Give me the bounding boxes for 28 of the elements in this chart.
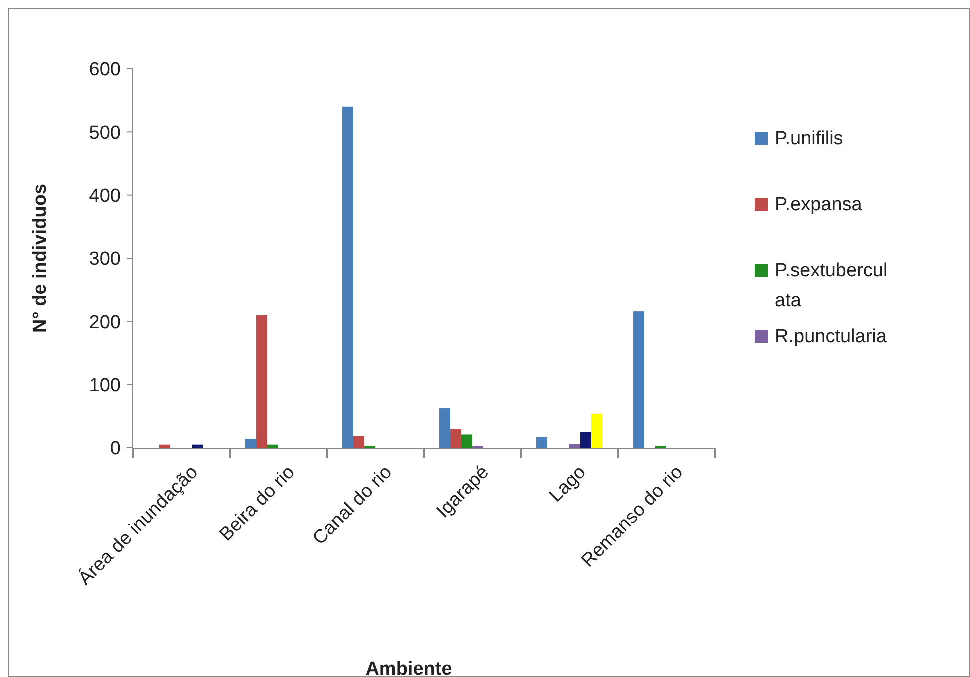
bar [256, 315, 268, 448]
bar [192, 444, 204, 448]
bar [354, 436, 365, 448]
bar [536, 437, 548, 448]
y-tick-label: 600 [89, 60, 121, 81]
legend-label: P.unifilis [775, 128, 844, 150]
bar [462, 434, 472, 448]
y-axis-title: N° de individuos [30, 184, 51, 334]
bar [160, 444, 171, 448]
bar [440, 408, 451, 448]
y-tick-label: 300 [89, 249, 121, 270]
bar [450, 429, 462, 448]
legend-label: P.sextuberculata [775, 260, 888, 312]
bar [268, 444, 278, 448]
bar [342, 106, 354, 448]
y-tick-label: 500 [89, 122, 121, 144]
y-tick-label: 200 [89, 312, 121, 334]
bar [634, 312, 645, 448]
legend-label: R.punctularia [775, 326, 888, 348]
y-tick-label: 100 [89, 375, 121, 396]
x-axis-title: Ambiente [366, 659, 452, 677]
y-tick-label: 0 [110, 438, 121, 460]
legend-label: P.expansa [775, 194, 863, 216]
bar [591, 414, 602, 448]
bar [246, 439, 257, 448]
bar [570, 444, 580, 448]
y-tick-label: 400 [89, 186, 121, 207]
bar [580, 432, 592, 448]
